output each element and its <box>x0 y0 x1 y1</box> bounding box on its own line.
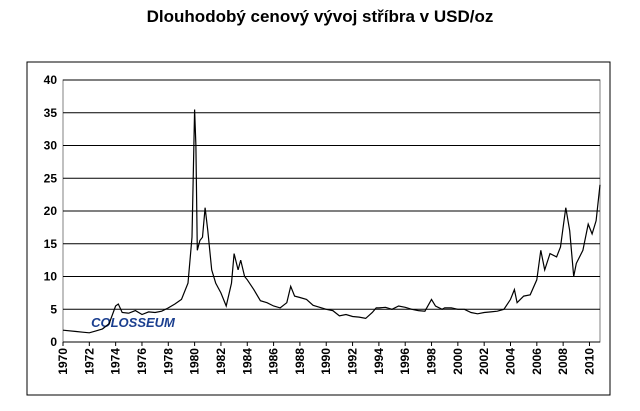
x-tick-label: 1984 <box>240 348 254 375</box>
x-tick-label: 1970 <box>56 348 70 375</box>
y-tick-label: 30 <box>44 139 58 153</box>
y-tick-label: 20 <box>44 204 58 218</box>
y-tick-label: 10 <box>44 270 58 284</box>
x-tick-label: 1982 <box>214 348 228 375</box>
x-tick-label: 1972 <box>82 348 96 375</box>
x-tick-label: 1996 <box>398 348 412 375</box>
chart-title: Dlouhodobý cenový vývoj stříbra v USD/oz <box>147 7 494 26</box>
x-tick-label: 1980 <box>188 348 202 375</box>
x-tick-label: 1994 <box>372 348 386 375</box>
y-tick-label: 5 <box>50 302 57 316</box>
chart-frame <box>26 61 611 396</box>
y-tick-label: 15 <box>44 237 58 251</box>
x-tick-label: 2010 <box>582 348 596 375</box>
x-tick-label: 2008 <box>556 348 570 375</box>
x-tick-label: 1988 <box>293 348 307 375</box>
y-tick-label: 40 <box>44 73 58 87</box>
x-tick-label: 1974 <box>109 348 123 375</box>
x-tick-label: 1992 <box>346 348 360 375</box>
x-tick-label: 1976 <box>135 348 149 375</box>
logo: COLOSSEUM <box>91 315 176 330</box>
x-tick-label: 2004 <box>504 348 518 375</box>
x-tick-label: 1998 <box>425 348 439 375</box>
y-tick-label: 0 <box>50 335 57 349</box>
x-tick-label: 2006 <box>530 348 544 375</box>
x-tick-label: 1978 <box>161 348 175 375</box>
x-tick-label: 2000 <box>451 348 465 375</box>
x-tick-label: 1986 <box>267 348 281 375</box>
x-tick-label: 1990 <box>319 348 333 375</box>
price-line <box>62 109 601 334</box>
y-tick-label: 25 <box>44 171 58 185</box>
x-tick-label: 2002 <box>477 348 491 375</box>
y-tick-label: 35 <box>44 106 58 120</box>
